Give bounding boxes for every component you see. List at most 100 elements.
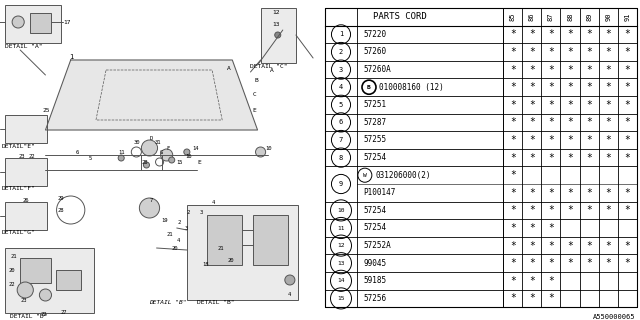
Circle shape bbox=[12, 16, 24, 28]
Text: 57220: 57220 bbox=[364, 30, 387, 39]
Text: 11: 11 bbox=[337, 226, 345, 230]
Text: 2: 2 bbox=[178, 220, 181, 225]
Text: *: * bbox=[567, 205, 573, 215]
Text: D: D bbox=[150, 137, 153, 141]
Text: 57256: 57256 bbox=[364, 294, 387, 303]
Text: *: * bbox=[567, 258, 573, 268]
Text: *: * bbox=[625, 100, 630, 110]
Text: *: * bbox=[625, 82, 630, 92]
Bar bbox=[30, 13, 51, 33]
Text: *: * bbox=[586, 82, 592, 92]
Text: *: * bbox=[586, 47, 592, 57]
Text: W: W bbox=[363, 173, 367, 178]
Circle shape bbox=[161, 149, 173, 161]
Text: 88: 88 bbox=[567, 12, 573, 21]
Text: *: * bbox=[510, 223, 516, 233]
Text: 7: 7 bbox=[339, 137, 343, 143]
Text: 16: 16 bbox=[185, 155, 191, 159]
Text: 27: 27 bbox=[61, 309, 67, 315]
Text: 6: 6 bbox=[76, 149, 79, 155]
Text: A550000065: A550000065 bbox=[593, 314, 636, 320]
Text: *: * bbox=[548, 47, 554, 57]
Text: 13: 13 bbox=[337, 261, 345, 266]
Text: *: * bbox=[625, 258, 630, 268]
Text: *: * bbox=[510, 65, 516, 75]
Bar bbox=[20, 258, 51, 283]
Text: 57254: 57254 bbox=[364, 153, 387, 162]
Text: *: * bbox=[605, 117, 611, 127]
Text: 57260: 57260 bbox=[364, 47, 387, 57]
Text: 86: 86 bbox=[529, 12, 535, 21]
Text: 19: 19 bbox=[161, 218, 168, 222]
Text: 23: 23 bbox=[18, 154, 25, 158]
Text: 59185: 59185 bbox=[364, 276, 387, 285]
Text: 21: 21 bbox=[217, 245, 223, 251]
Text: PARTS CORD: PARTS CORD bbox=[373, 12, 427, 21]
Bar bbox=[207, 215, 243, 265]
Text: 2: 2 bbox=[187, 211, 190, 215]
Text: 21: 21 bbox=[10, 253, 17, 259]
Text: *: * bbox=[625, 47, 630, 57]
Text: 010008160 (12): 010008160 (12) bbox=[380, 83, 444, 92]
Text: *: * bbox=[567, 188, 573, 198]
Text: *: * bbox=[586, 65, 592, 75]
Circle shape bbox=[169, 157, 175, 163]
Text: *: * bbox=[586, 153, 592, 163]
Text: *: * bbox=[548, 276, 554, 286]
Text: 22: 22 bbox=[40, 311, 47, 316]
Text: 17: 17 bbox=[63, 20, 71, 25]
Text: *: * bbox=[625, 205, 630, 215]
Text: *: * bbox=[605, 135, 611, 145]
Text: *: * bbox=[529, 293, 535, 303]
Text: P100147: P100147 bbox=[364, 188, 396, 197]
Text: 20: 20 bbox=[227, 258, 234, 262]
Text: 3: 3 bbox=[200, 211, 204, 215]
Text: 9: 9 bbox=[339, 181, 343, 187]
Text: *: * bbox=[510, 29, 516, 39]
Text: *: * bbox=[567, 29, 573, 39]
Text: 7: 7 bbox=[150, 197, 153, 203]
Circle shape bbox=[141, 140, 157, 156]
Text: *: * bbox=[605, 241, 611, 251]
Text: 89: 89 bbox=[586, 12, 592, 21]
Text: 10: 10 bbox=[266, 146, 272, 150]
Text: DETAIL"F": DETAIL"F" bbox=[2, 187, 36, 191]
Text: *: * bbox=[605, 47, 611, 57]
Text: *: * bbox=[510, 153, 516, 163]
Text: *: * bbox=[548, 258, 554, 268]
Text: *: * bbox=[567, 100, 573, 110]
Text: *: * bbox=[567, 47, 573, 57]
Text: 25: 25 bbox=[42, 108, 50, 113]
Text: 57255: 57255 bbox=[364, 135, 387, 145]
Text: *: * bbox=[605, 100, 611, 110]
Text: 1: 1 bbox=[68, 54, 73, 60]
Text: 90: 90 bbox=[605, 12, 611, 21]
Text: C: C bbox=[253, 92, 256, 98]
Text: *: * bbox=[586, 258, 592, 268]
Text: DETAIL "D": DETAIL "D" bbox=[10, 314, 47, 318]
Bar bbox=[5, 202, 47, 230]
Text: E: E bbox=[197, 159, 201, 164]
Bar bbox=[253, 215, 288, 265]
Text: *: * bbox=[586, 205, 592, 215]
Text: B: B bbox=[367, 85, 371, 90]
Circle shape bbox=[285, 275, 295, 285]
Text: 22: 22 bbox=[8, 283, 15, 287]
Text: *: * bbox=[548, 100, 554, 110]
Text: *: * bbox=[548, 65, 554, 75]
Text: *: * bbox=[529, 188, 535, 198]
Text: *: * bbox=[586, 135, 592, 145]
Text: 20: 20 bbox=[172, 245, 178, 251]
Text: 8: 8 bbox=[339, 155, 343, 161]
Text: *: * bbox=[567, 135, 573, 145]
Circle shape bbox=[275, 32, 281, 38]
Bar bbox=[56, 270, 81, 290]
Text: 57254: 57254 bbox=[364, 223, 387, 233]
Text: 14: 14 bbox=[192, 146, 198, 150]
Text: *: * bbox=[529, 223, 535, 233]
Text: *: * bbox=[529, 205, 535, 215]
Text: *: * bbox=[510, 82, 516, 92]
Text: 57260A: 57260A bbox=[364, 65, 391, 74]
Text: *: * bbox=[548, 82, 554, 92]
Text: 12: 12 bbox=[337, 243, 345, 248]
